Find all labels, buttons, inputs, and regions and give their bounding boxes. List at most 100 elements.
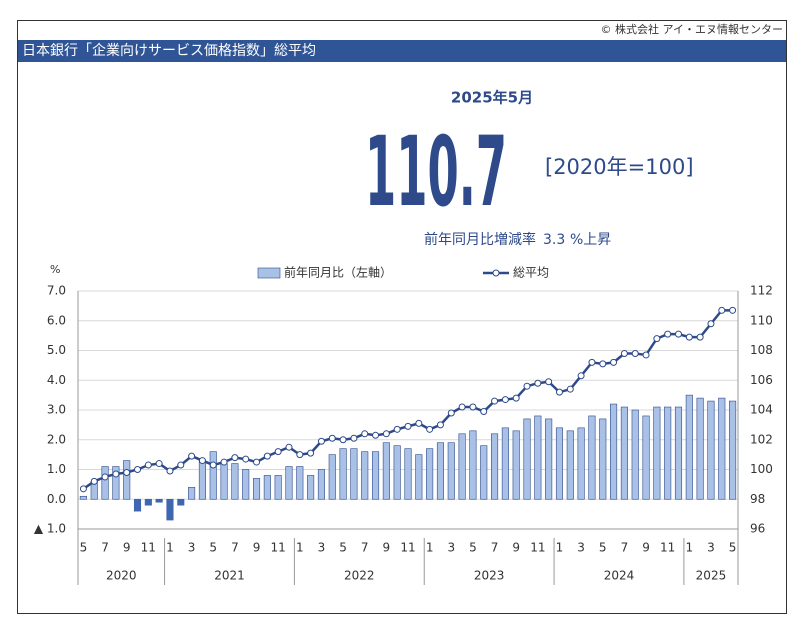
bar: [144, 498, 152, 506]
x-tick-label: 3: [707, 541, 715, 555]
line-marker: [577, 372, 585, 380]
y2-tick-label: 104: [750, 403, 773, 417]
title-bar: [18, 40, 786, 62]
line-marker: [188, 452, 196, 460]
y-tick-label: ▲ 1.0: [34, 522, 66, 536]
bar: [101, 466, 109, 500]
line-marker: [79, 485, 87, 493]
x-tick-label: 9: [512, 541, 520, 555]
x-group-label: 2024: [604, 569, 635, 583]
x-tick-label: 11: [530, 541, 545, 555]
bar: [696, 397, 704, 500]
bar: [328, 454, 336, 500]
x-tick-label: 9: [383, 541, 391, 555]
bar: [317, 469, 325, 500]
bar: [707, 400, 715, 500]
bar: [350, 448, 358, 500]
bar: [177, 498, 185, 506]
change-suffix: %上昇: [570, 232, 611, 248]
x-tick-label: 1: [685, 541, 693, 555]
line-marker: [263, 452, 271, 460]
line-marker: [588, 358, 596, 366]
x-tick-label: 7: [621, 541, 629, 555]
bar: [155, 498, 163, 503]
bar: [566, 430, 574, 500]
bar: [555, 427, 564, 500]
line-marker: [653, 335, 661, 343]
y2-tick-label: 112: [750, 284, 773, 298]
bar: [642, 415, 650, 500]
line-marker: [631, 349, 639, 357]
x-tick-label: 11: [400, 541, 415, 555]
bar: [220, 463, 228, 500]
bar: [631, 409, 639, 500]
line-marker: [426, 425, 434, 433]
bar: [371, 451, 380, 500]
title: 日本銀行「企業向けサービス価格指数」総平均: [22, 42, 316, 59]
line-marker: [685, 333, 693, 341]
bar: [404, 448, 412, 500]
line-marker: [534, 379, 542, 387]
x-tick-label: 5: [729, 541, 737, 555]
bar: [382, 442, 390, 500]
y2-tick-label: 110: [750, 313, 773, 327]
line-marker: [274, 448, 282, 456]
bar: [231, 463, 239, 500]
x-tick-label: 5: [209, 541, 217, 555]
x-tick-label: 5: [469, 541, 477, 555]
line-marker: [123, 468, 131, 476]
period: 2025年5月: [451, 89, 533, 107]
line-marker: [707, 320, 715, 328]
line-marker: [545, 378, 553, 386]
y2-tick-label: 108: [750, 343, 773, 357]
y2-tick-label: 100: [750, 462, 773, 476]
line-marker: [350, 434, 358, 442]
bar: [415, 454, 423, 500]
bar: [209, 451, 217, 500]
x-tick-label: 11: [271, 541, 286, 555]
line-marker: [729, 306, 737, 314]
line-marker: [112, 470, 120, 478]
copyright: © 株式会社 アイ・エヌ情報センター: [601, 22, 783, 36]
line-marker: [501, 396, 509, 404]
x-tick-label: 1: [296, 541, 304, 555]
bar: [729, 400, 737, 500]
y-tick-label: 3.0: [47, 403, 66, 417]
x-group-label: 2023: [474, 569, 505, 583]
bar: [610, 403, 618, 500]
line-marker: [198, 457, 206, 465]
bar: [242, 469, 250, 500]
bar: [339, 448, 347, 500]
bar: [426, 448, 434, 500]
line-marker: [242, 455, 250, 463]
line-marker: [231, 454, 239, 462]
line-marker: [480, 407, 488, 415]
line-marker: [220, 458, 228, 466]
change-label: 前年同月比増減率: [424, 231, 536, 248]
bar: [620, 406, 628, 500]
line-marker: [253, 458, 261, 466]
line-marker: [296, 451, 304, 459]
bar: [469, 430, 477, 500]
bar: [285, 466, 293, 500]
y-tick-label: 7.0: [47, 284, 66, 298]
frame: [17, 20, 787, 614]
bar: [252, 478, 261, 500]
bar: [263, 475, 271, 500]
line-marker: [134, 466, 142, 473]
x-tick-label: 9: [123, 541, 131, 555]
y-tick-label: 6.0: [47, 313, 66, 327]
x-group-label: 2022: [344, 569, 375, 583]
line-marker: [285, 443, 293, 451]
line-marker: [620, 349, 628, 357]
y-unit: %: [50, 263, 60, 276]
bar: [447, 442, 455, 500]
bar: [198, 460, 206, 500]
bar: [512, 430, 520, 500]
bar: [480, 445, 488, 500]
bar: [674, 406, 683, 500]
y-tick-label: 2.0: [47, 432, 66, 446]
line-marker: [382, 430, 390, 438]
bar: [393, 445, 401, 500]
bar: [188, 487, 196, 500]
